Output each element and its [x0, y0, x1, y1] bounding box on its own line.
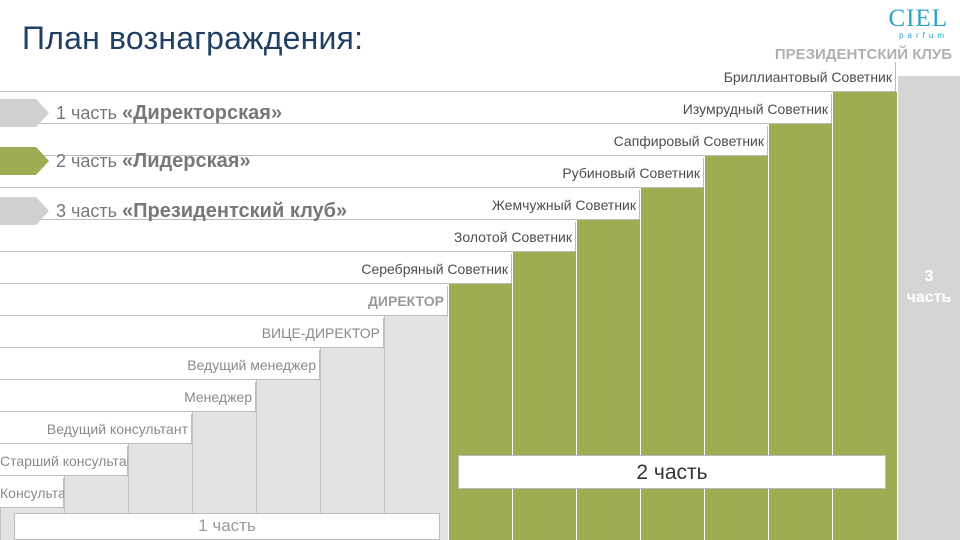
step-label: Жемчужный Советник — [0, 190, 640, 220]
arrow-right-icon — [0, 147, 49, 175]
step-column — [512, 252, 577, 540]
step-label: Рубиновый Советник — [0, 158, 704, 188]
step-label: Ведущий менеджер — [0, 350, 320, 380]
step-column — [384, 316, 449, 540]
arrow-right-icon — [0, 99, 49, 127]
logo: CIEL parfum — [888, 5, 948, 41]
step-label: Менеджер — [0, 382, 256, 412]
step-column — [320, 348, 385, 540]
step-label: Золотой Советник — [0, 222, 576, 252]
logo-sub: parfum — [899, 31, 948, 40]
step-column — [576, 220, 641, 540]
part2-box: 2 часть — [458, 455, 886, 489]
part1-box: 1 часть — [14, 513, 440, 540]
step-label: ДИРЕКТОР — [0, 286, 448, 316]
president-club-title: ПРЕЗИДЕНТСКИЙ КЛУБ — [774, 46, 952, 63]
step-label: Старший консультант — [0, 446, 141, 476]
step-label: Изумрудный Советник — [0, 94, 832, 124]
step-label: Сапфировый Советник — [0, 126, 768, 156]
step-label: Ведущий консультант — [0, 414, 192, 444]
part-item-3-label: 3 часть «Президентский клуб» — [56, 200, 348, 222]
step-label: ВИЦЕ-ДИРЕКТОР — [0, 318, 384, 348]
arrow-right-icon — [0, 197, 49, 225]
part-item-1-label: 1 часть «Директорская» — [56, 102, 283, 124]
part3-number: 3 — [924, 268, 934, 285]
part-item-2-label: 2 часть «Лидерская» — [56, 150, 251, 172]
president-club-column — [898, 76, 960, 540]
part3-word: часть — [906, 289, 952, 306]
step-column — [448, 284, 513, 540]
step-label: Консультант — [0, 478, 80, 508]
step-label: Серебряный Советник — [0, 254, 512, 284]
part3-label: 3 часть — [898, 266, 960, 308]
page-title: План вознаграждения: — [22, 20, 364, 56]
step-label: Бриллиантовый Советник — [0, 62, 896, 92]
logo-main: CIEL — [888, 5, 948, 32]
